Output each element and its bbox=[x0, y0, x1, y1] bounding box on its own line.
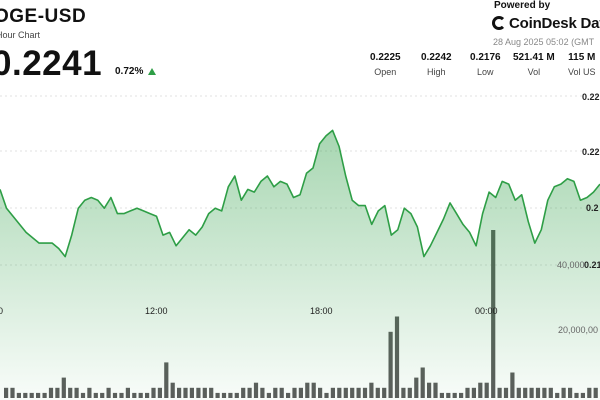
coindesk-logo-icon bbox=[492, 16, 506, 30]
price-axis-label: 0.21 bbox=[584, 260, 600, 270]
stat-open: 0.2225 Open bbox=[370, 52, 401, 77]
up-arrow-icon bbox=[148, 68, 156, 75]
stat-value: 0.2225 bbox=[370, 52, 401, 63]
axis-labels: 0.22 0.22 0.2 0.21 40,000 20,000,00 0 12… bbox=[0, 92, 600, 335]
stat-label: Open bbox=[374, 67, 397, 77]
volume-axis-label: 20,000,00 bbox=[558, 325, 598, 335]
price-axis-label: 0.2 bbox=[586, 203, 599, 213]
stat-low: 0.2176 Low bbox=[470, 52, 501, 77]
price-line bbox=[0, 129, 600, 258]
stat-label: Vol bbox=[527, 67, 541, 77]
timestamp: 28 Aug 2025 05:02 (GMT bbox=[493, 37, 595, 47]
x-tick-label: 12:00 bbox=[145, 306, 168, 316]
price-change: 0.72% bbox=[115, 66, 144, 77]
stat-volume-usd: 115 M Vol US bbox=[568, 52, 596, 77]
price-axis-label: 0.22 bbox=[582, 147, 600, 157]
stat-high: 0.2242 High bbox=[421, 52, 452, 77]
price-axis-label: 0.22 bbox=[582, 92, 600, 102]
powered-by-label: Powered by bbox=[494, 0, 551, 11]
stat-volume: 521.41 M Vol bbox=[513, 52, 555, 77]
stat-value: 115 M bbox=[568, 52, 596, 63]
stat-value: 0.2242 bbox=[421, 52, 452, 63]
x-tick-label: 18:00 bbox=[310, 306, 333, 316]
chart-subtitle: Hour Chart bbox=[0, 30, 41, 40]
volume-axis-label: 40,000 bbox=[557, 260, 585, 270]
stat-label: Vol US bbox=[568, 67, 596, 77]
stat-value: 521.41 M bbox=[513, 52, 555, 63]
price-area bbox=[0, 130, 600, 400]
brand-name: CoinDesk Data bbox=[509, 14, 600, 32]
stat-label: Low bbox=[477, 67, 494, 77]
x-tick-label: 00:00 bbox=[475, 306, 498, 316]
current-price: 0.2241 bbox=[0, 44, 103, 83]
x-tick-label: 0 bbox=[0, 306, 3, 316]
stat-value: 0.2176 bbox=[470, 52, 501, 63]
stat-label: High bbox=[427, 67, 446, 77]
brand: CoinDesk Data bbox=[492, 12, 600, 34]
page-title: OGE-USD bbox=[0, 6, 87, 27]
